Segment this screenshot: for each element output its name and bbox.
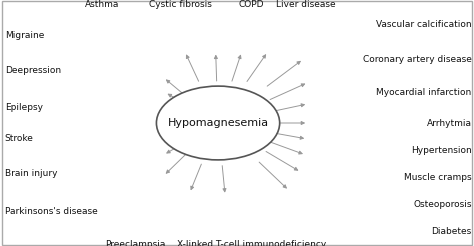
Text: Hypertension: Hypertension [411, 146, 472, 154]
Text: Epilepsy: Epilepsy [5, 103, 43, 111]
Text: Migraine: Migraine [5, 31, 44, 40]
Text: Myocardial infarction: Myocardial infarction [376, 88, 472, 97]
Text: Parkinsons's disease: Parkinsons's disease [5, 207, 98, 216]
Text: Diabetes: Diabetes [431, 227, 472, 236]
Text: Vascular calcification: Vascular calcification [376, 20, 472, 29]
Text: Muscle cramps: Muscle cramps [404, 173, 472, 182]
Text: Stroke: Stroke [5, 135, 34, 143]
Text: Hypomagnesemia: Hypomagnesemia [167, 118, 269, 128]
Ellipse shape [156, 86, 280, 160]
Text: Preeclampsia: Preeclampsia [105, 240, 165, 246]
Text: Coronary artery disease: Coronary artery disease [363, 55, 472, 63]
Text: Asthma: Asthma [85, 0, 119, 9]
Text: X-linked T-cell immunodeficiency: X-linked T-cell immunodeficiency [177, 240, 326, 246]
Text: COPD: COPD [238, 0, 264, 9]
Text: Brain injury: Brain injury [5, 169, 57, 178]
Text: Deepression: Deepression [5, 66, 61, 75]
Text: Arrhytmia: Arrhytmia [427, 119, 472, 127]
Text: Liver disease: Liver disease [276, 0, 336, 9]
Text: Cystic fibrosis: Cystic fibrosis [149, 0, 211, 9]
Text: Osteoporosis: Osteoporosis [413, 200, 472, 209]
